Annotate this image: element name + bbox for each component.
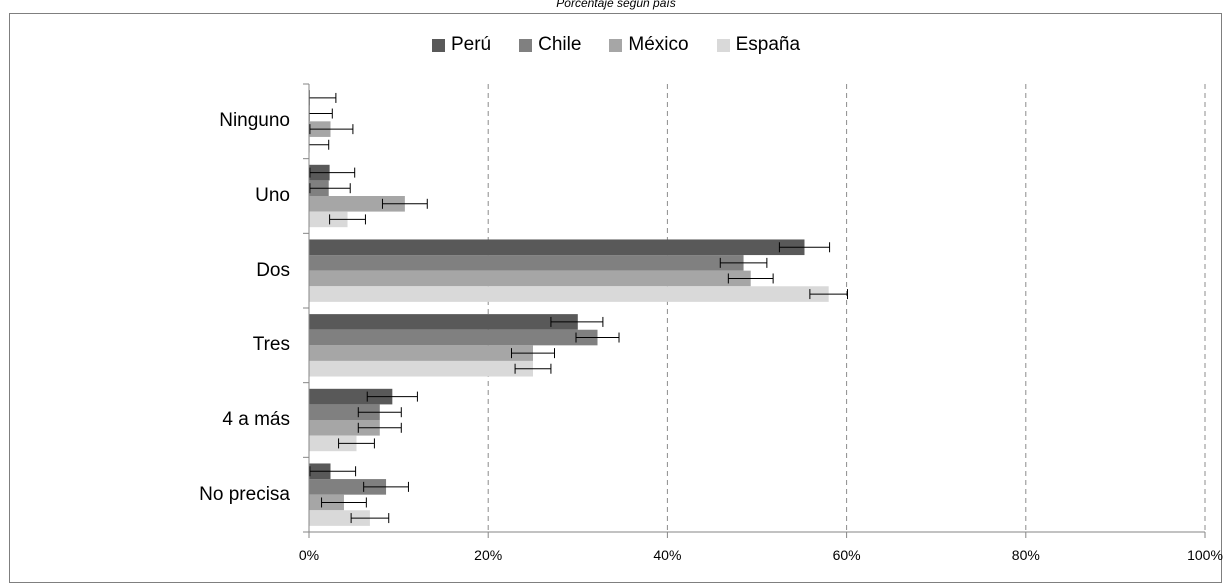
category-label-tres: Tres [252,334,290,356]
bar-espana-4-a-mas [309,435,357,452]
legend-swatch-mexico [609,38,623,52]
bar-chile-tres [309,329,598,346]
bar-espana-uno [309,211,348,228]
legend-label-peru: Perú [450,34,492,55]
chart-subtitle: Porcentaje según país [556,0,676,10]
x-tick-label-40: 40% [653,547,682,563]
legend-swatch-chile [519,38,533,52]
error-bar-peru-dos [778,242,831,253]
legend-label-espana: España [735,34,801,55]
bar-mexico-uno [309,196,405,212]
error-bar-mexico-no-precisa [321,497,367,508]
category-label-uno: Uno [255,185,290,206]
bar-espana-tres [309,360,533,377]
error-bar-mexico-uno [381,198,428,209]
error-bar-chile-4-a-mas [357,407,402,418]
error-bar-espana-tres [514,363,552,374]
x-tick-label-100: 100% [1187,547,1223,563]
legend-label-mexico: México [628,34,689,55]
bar-mexico-tres [309,345,533,361]
category-label-dos: Dos [256,259,290,281]
legend-label-chile: Chile [538,34,582,55]
error-bar-espana-uno [329,214,366,225]
bar-mexico-dos [309,270,751,287]
x-tick-label-20: 20% [474,547,503,563]
bar-mexico-4-a-mas [309,420,380,436]
legend-item-mexico: México [609,34,689,56]
error-bar-espana-no-precisa [350,513,390,524]
x-tick-label-60: 60% [832,547,861,563]
legend-swatch-peru [431,38,445,52]
bar-peru-tres [309,314,578,330]
error-bar-espana-dos [809,289,848,300]
bar-espana-no-precisa [309,510,370,526]
error-bar-espana-4-a-mas [338,438,375,449]
x-tick-label-80: 80% [1011,547,1040,563]
error-bar-peru-tres [550,316,604,327]
bar-chile-4-a-mas [309,404,380,420]
error-bar-espana-ninguno [308,139,330,150]
bar-espana-dos [309,286,829,302]
x-tick-label-0: 0% [298,547,320,563]
error-bar-chile-dos [719,257,768,268]
bar-peru-dos [309,239,805,256]
bar-chile-dos [309,255,744,271]
error-bar-chile-tres [575,332,620,343]
error-bar-peru-ninguno [308,92,337,103]
error-bar-chile-uno [309,183,351,194]
legend-item-espana: España [716,34,801,56]
error-bar-mexico-tres [510,348,556,359]
legend-swatch-espana [716,38,730,52]
error-bar-peru-4-a-mas [366,391,418,402]
error-bar-chile-no-precisa [363,481,409,492]
error-bar-chile-ninguno [308,108,333,119]
error-bar-mexico-4-a-mas [357,422,402,433]
legend-item-chile: Chile [519,34,581,56]
category-label-ninguno: Ninguno [219,110,290,132]
legend-item-peru: Perú [431,34,492,56]
error-bar-peru-no-precisa [309,466,357,477]
legend: Perú Chile México España [0,34,1232,56]
category-label-4-a-mas: 4 a más [222,409,290,430]
bar-chile-no-precisa [309,479,387,495]
category-label-no-precisa: No precisa [199,483,290,505]
bar-peru-4-a-mas [309,388,393,405]
error-bar-mexico-dos [727,273,774,284]
error-bar-peru-uno [309,167,356,178]
error-bar-mexico-ninguno [309,124,354,135]
